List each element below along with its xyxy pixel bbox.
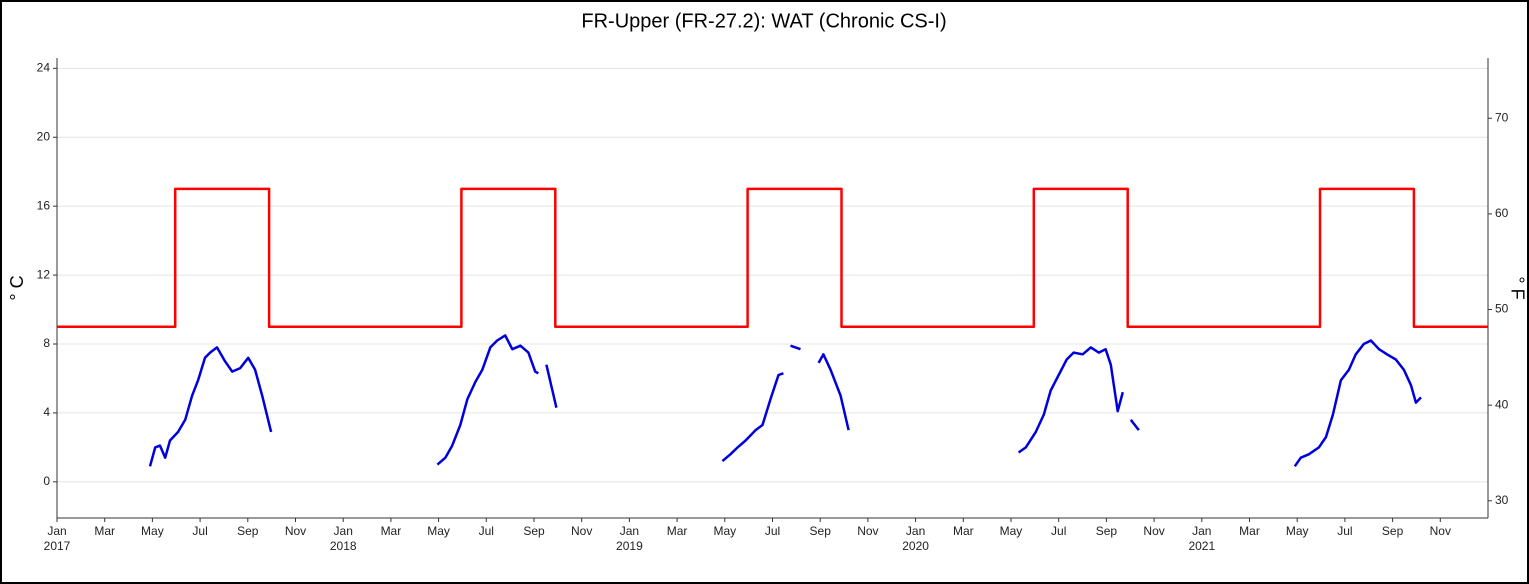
y2-tick-label: 30 bbox=[1495, 493, 1509, 507]
x-tick-label: Mar bbox=[1239, 524, 1260, 538]
y-tick-label: 16 bbox=[37, 198, 51, 212]
x-tick-label: Jan 2021 bbox=[1188, 524, 1215, 553]
x-tick-label: Mar bbox=[953, 524, 974, 538]
y2-axis-title: ° F bbox=[1507, 276, 1527, 299]
x-tick-label: Nov bbox=[571, 524, 592, 538]
y-tick-label: 4 bbox=[43, 405, 50, 419]
x-tick-label: May bbox=[427, 524, 450, 538]
x-tick-label: Jan 2020 bbox=[902, 524, 929, 553]
x-tick-label: Sep bbox=[237, 524, 259, 538]
x-tick-label: Mar bbox=[381, 524, 402, 538]
y-tick-label: 24 bbox=[37, 61, 51, 75]
x-tick-label: May bbox=[713, 524, 736, 538]
x-tick-label: Nov bbox=[857, 524, 878, 538]
x-tick-label: Sep bbox=[1382, 524, 1404, 538]
x-tick-label: Jul bbox=[192, 524, 207, 538]
x-tick-label: May bbox=[1000, 524, 1023, 538]
x-tick-label: Nov bbox=[285, 524, 306, 538]
x-tick-label: May bbox=[141, 524, 164, 538]
y2-tick-label: 40 bbox=[1495, 397, 1509, 411]
y-tick-label: 8 bbox=[43, 336, 50, 350]
x-tick-label: Jan 2018 bbox=[330, 524, 357, 553]
x-tick-label: Sep bbox=[523, 524, 545, 538]
y2-tick-label: 70 bbox=[1495, 110, 1509, 124]
x-tick-label: May bbox=[1286, 524, 1309, 538]
x-tick-label: Mar bbox=[94, 524, 115, 538]
y-axis-title: ° C bbox=[7, 275, 27, 300]
x-tick-label: Sep bbox=[1096, 524, 1118, 538]
x-tick-label: Jul bbox=[765, 524, 780, 538]
x-tick-label: Jan 2017 bbox=[44, 524, 71, 553]
y2-tick-label: 50 bbox=[1495, 302, 1509, 316]
x-tick-label: Mar bbox=[667, 524, 688, 538]
y2-tick-label: 60 bbox=[1495, 206, 1509, 220]
x-tick-label: Jul bbox=[1337, 524, 1352, 538]
x-tick-label: Jul bbox=[479, 524, 494, 538]
series-line bbox=[148, 334, 1422, 468]
x-tick-label: Jan 2019 bbox=[616, 524, 643, 553]
y-tick-label: 0 bbox=[43, 474, 50, 488]
x-tick-label: Jul bbox=[1051, 524, 1066, 538]
x-tick-label: Nov bbox=[1143, 524, 1164, 538]
x-tick-label: Nov bbox=[1430, 524, 1451, 538]
y-tick-label: 20 bbox=[37, 129, 51, 143]
chart-title: FR-Upper (FR-27.2): WAT (Chronic CS-I) bbox=[581, 10, 946, 32]
x-tick-label: Sep bbox=[810, 524, 832, 538]
y-tick-label: 12 bbox=[37, 267, 51, 281]
series-line bbox=[57, 187, 1488, 329]
